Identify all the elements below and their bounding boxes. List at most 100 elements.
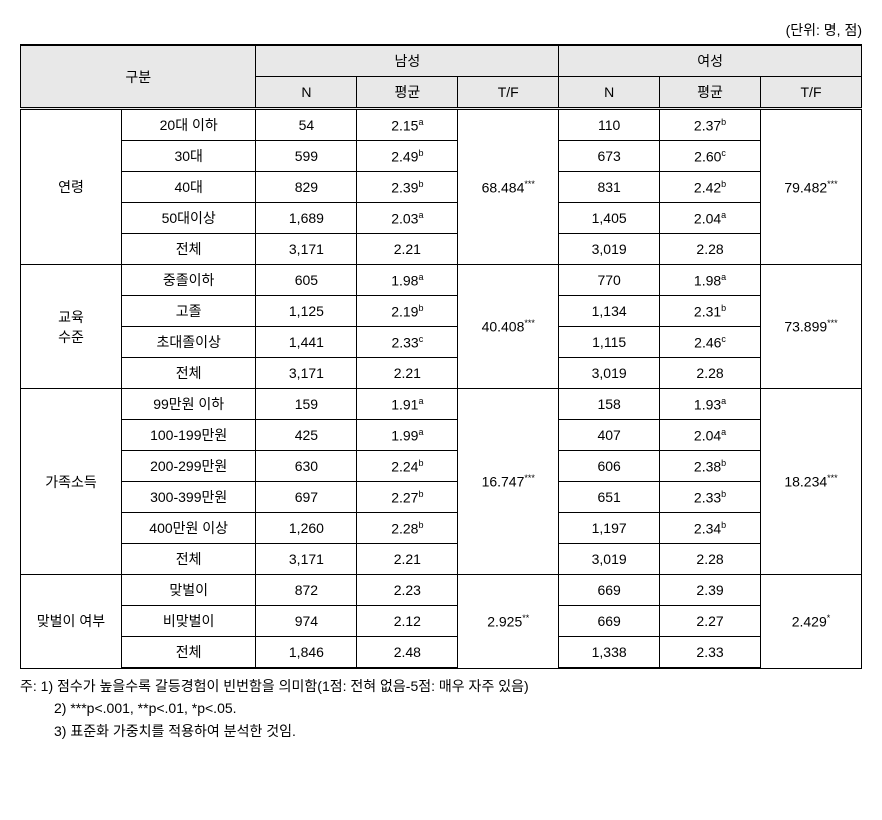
female-mean: 2.34b xyxy=(660,513,761,544)
female-mean: 2.28 xyxy=(660,234,761,265)
female-n: 3,019 xyxy=(559,358,660,389)
male-n: 599 xyxy=(256,141,357,172)
male-mean: 2.21 xyxy=(357,358,458,389)
table-row: 교육수준중졸이하6051.98a40.408***7701.98a73.899*… xyxy=(21,265,862,296)
female-mean: 2.38b xyxy=(660,451,761,482)
male-n: 1,260 xyxy=(256,513,357,544)
female-n: 3,019 xyxy=(559,544,660,575)
table-row: 100-199만원4251.99a4072.04a xyxy=(21,420,862,451)
table-row: 초대졸이상1,4412.33c1,1152.46c xyxy=(21,327,862,358)
table-row: 200-299만원6302.24b6062.38b xyxy=(21,451,862,482)
male-n: 3,171 xyxy=(256,544,357,575)
table-row: 300-399만원6972.27b6512.33b xyxy=(21,482,862,513)
table-row: 연령20대 이하542.15a68.484***1102.37b79.482**… xyxy=(21,109,862,141)
male-n: 605 xyxy=(256,265,357,296)
male-tf: 68.484*** xyxy=(458,109,559,265)
male-mean: 2.48 xyxy=(357,637,458,669)
female-n: 110 xyxy=(559,109,660,141)
female-n: 158 xyxy=(559,389,660,420)
male-n: 1,441 xyxy=(256,327,357,358)
group-label: 가족소득 xyxy=(21,389,122,575)
male-tf: 2.925** xyxy=(458,575,559,669)
sub-label: 중졸이하 xyxy=(121,265,256,296)
female-n: 1,115 xyxy=(559,327,660,358)
male-mean: 2.23 xyxy=(357,575,458,606)
table-row: 40대8292.39b8312.42b xyxy=(21,172,862,203)
sub-label: 맞벌이 xyxy=(121,575,256,606)
male-mean: 2.28b xyxy=(357,513,458,544)
female-mean: 1.93a xyxy=(660,389,761,420)
group-label: 교육수준 xyxy=(21,265,122,389)
male-mean: 1.99a xyxy=(357,420,458,451)
table-row: 50대이상1,6892.03a1,4052.04a xyxy=(21,203,862,234)
female-mean: 2.28 xyxy=(660,358,761,389)
female-tf: 2.429* xyxy=(761,575,862,669)
table-row: 고졸1,1252.19b1,1342.31b xyxy=(21,296,862,327)
header-male-mean: 평균 xyxy=(357,77,458,109)
footnote-1-text: 1) 점수가 높을수록 갈등경험이 빈번함을 의미함(1점: 전혀 없음-5점:… xyxy=(41,678,529,694)
female-mean: 2.33 xyxy=(660,637,761,669)
male-n: 630 xyxy=(256,451,357,482)
male-mean: 2.21 xyxy=(357,544,458,575)
male-n: 872 xyxy=(256,575,357,606)
male-n: 1,125 xyxy=(256,296,357,327)
female-mean: 2.31b xyxy=(660,296,761,327)
header-male: 남성 xyxy=(256,45,559,77)
table-row: 400만원 이상1,2602.28b1,1972.34b xyxy=(21,513,862,544)
male-n: 829 xyxy=(256,172,357,203)
header-female: 여성 xyxy=(559,45,862,77)
female-mean: 2.28 xyxy=(660,544,761,575)
male-tf: 16.747*** xyxy=(458,389,559,575)
sub-label: 99만원 이하 xyxy=(121,389,256,420)
sub-label: 100-199만원 xyxy=(121,420,256,451)
header-category: 구분 xyxy=(21,45,256,109)
female-n: 1,134 xyxy=(559,296,660,327)
sub-label: 40대 xyxy=(121,172,256,203)
male-mean: 1.91a xyxy=(357,389,458,420)
sub-label: 비맞벌이 xyxy=(121,606,256,637)
header-female-tf: T/F xyxy=(761,77,862,109)
female-n: 1,338 xyxy=(559,637,660,669)
male-n: 54 xyxy=(256,109,357,141)
table-body: 연령20대 이하542.15a68.484***1102.37b79.482**… xyxy=(21,109,862,669)
female-mean: 2.60c xyxy=(660,141,761,172)
table-row: 전체1,8462.481,3382.33 xyxy=(21,637,862,669)
male-mean: 2.49b xyxy=(357,141,458,172)
female-n: 3,019 xyxy=(559,234,660,265)
header-female-n: N xyxy=(559,77,660,109)
sub-label: 30대 xyxy=(121,141,256,172)
male-mean: 2.21 xyxy=(357,234,458,265)
sub-label: 전체 xyxy=(121,544,256,575)
sub-label: 20대 이하 xyxy=(121,109,256,141)
female-n: 651 xyxy=(559,482,660,513)
footnotes: 주: 1) 점수가 높을수록 갈등경험이 빈번함을 의미함(1점: 전혀 없음-… xyxy=(20,675,862,742)
sub-label: 전체 xyxy=(121,358,256,389)
male-tf: 40.408*** xyxy=(458,265,559,389)
footnote-1: 주: 1) 점수가 높을수록 갈등경험이 빈번함을 의미함(1점: 전혀 없음-… xyxy=(20,675,862,697)
table-header: 구분 남성 여성 N 평균 T/F N 평균 T/F xyxy=(21,45,862,109)
male-n: 697 xyxy=(256,482,357,513)
male-n: 3,171 xyxy=(256,358,357,389)
female-n: 770 xyxy=(559,265,660,296)
sub-label: 고졸 xyxy=(121,296,256,327)
female-n: 831 xyxy=(559,172,660,203)
footnote-2: 2) ***p<.001, **p<.01, *p<.05. xyxy=(20,697,862,719)
male-mean: 1.98a xyxy=(357,265,458,296)
sub-label: 50대이상 xyxy=(121,203,256,234)
female-mean: 2.04a xyxy=(660,203,761,234)
table-row: 전체3,1712.213,0192.28 xyxy=(21,234,862,265)
data-table: 구분 남성 여성 N 평균 T/F N 평균 T/F 연령20대 이하542.1… xyxy=(20,44,862,669)
table-row: 전체3,1712.21 3,0192.28 xyxy=(21,544,862,575)
sub-label: 200-299만원 xyxy=(121,451,256,482)
sub-label: 300-399만원 xyxy=(121,482,256,513)
footnote-prefix: 주: xyxy=(20,678,37,694)
female-n: 669 xyxy=(559,575,660,606)
female-mean: 2.37b xyxy=(660,109,761,141)
female-tf: 73.899*** xyxy=(761,265,862,389)
female-mean: 2.27 xyxy=(660,606,761,637)
female-mean: 2.42b xyxy=(660,172,761,203)
female-mean: 2.33b xyxy=(660,482,761,513)
table-row: 전체3,1712.21 3,0192.28 xyxy=(21,358,862,389)
male-n: 425 xyxy=(256,420,357,451)
male-n: 1,846 xyxy=(256,637,357,669)
